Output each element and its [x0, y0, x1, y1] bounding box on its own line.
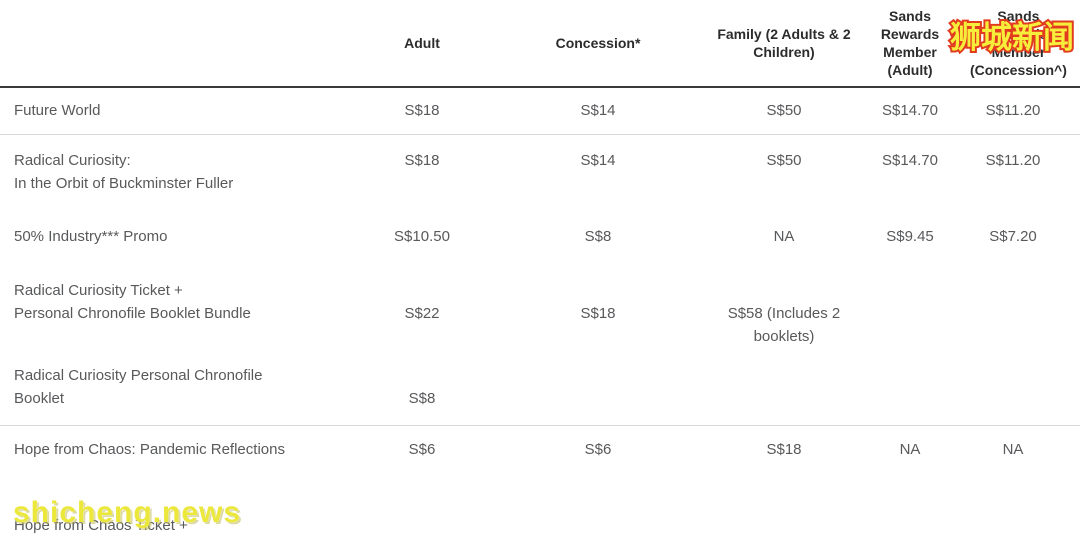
- price-concession: S$14: [580, 152, 616, 169]
- table-group-radical-curiosity: Radical Curiosity: In the Orbit of Buckm…: [0, 149, 1080, 426]
- price-member-adult: S$14.70: [882, 102, 938, 119]
- price-family: [704, 364, 864, 410]
- price-adult: S$10: [352, 514, 492, 539]
- price-member-concession: NA: [1002, 441, 1024, 458]
- price-family: S$18: [766, 441, 802, 458]
- price-member-adult: S$9.45: [886, 228, 934, 245]
- row-label: 50% Industry*** Promo: [14, 228, 168, 245]
- price-family: S$50: [766, 102, 802, 119]
- price-member-concession: S$11.20: [985, 152, 1041, 169]
- price-family: S$58 (Includes 2 booklets): [727, 305, 841, 345]
- row-label: Radical Curiosity Ticket + Personal Chro…: [14, 282, 251, 322]
- price-concession: S$8: [584, 228, 612, 245]
- row-label: Radical Curiosity: In the Orbit of Buckm…: [14, 152, 234, 192]
- price-concession: [492, 364, 704, 410]
- price-adult: S$6: [408, 441, 436, 458]
- table-row: Radical Curiosity Personal Chronofile Bo…: [0, 364, 1080, 410]
- table-row: Hope from Chaos Ticket + ArtScience at H…: [0, 514, 1080, 539]
- table-group-hope-from-chaos: Hope from Chaos: Pandemic Reflections S$…: [0, 438, 1080, 539]
- price-concession: S$6: [584, 441, 612, 458]
- price-member-adult: [864, 279, 970, 348]
- price-concession: S$18: [580, 305, 616, 322]
- price-concession: S$14: [580, 102, 616, 119]
- price-member-concession: [970, 279, 1080, 348]
- price-member-concession: [970, 514, 1080, 539]
- price-member-concession: S$11.20: [985, 102, 1041, 119]
- price-concession: S$10: [492, 514, 704, 539]
- header-family: Family (2 Adults & 2 Children): [717, 26, 851, 60]
- price-member-adult: [864, 364, 970, 410]
- price-family: S$50: [766, 152, 802, 169]
- price-adult: S$8: [408, 390, 436, 407]
- header-sands-rewards-member-adult: Sands Rewards Member (Adult): [880, 8, 940, 78]
- row-label: Future World: [14, 102, 101, 119]
- price-adult: S$10.50: [394, 228, 450, 245]
- row-label: Radical Curiosity Personal Chronofile Bo…: [14, 367, 263, 407]
- price-member-concession: [970, 364, 1080, 410]
- row-label: Hope from Chaos Ticket + ArtScience at H…: [14, 517, 188, 534]
- table-group-future-world: Future World S$18 S$14 S$50 S$14.70 S$11…: [0, 88, 1080, 135]
- table-row: Radical Curiosity: In the Orbit of Buckm…: [0, 149, 1080, 195]
- price-member-adult: [864, 514, 970, 539]
- header-sands-rewards-member-concession: Sands Rewards Member (Concession^): [970, 8, 1067, 78]
- table-row: Radical Curiosity Ticket + Personal Chro…: [0, 279, 1080, 348]
- table-row: Future World S$18 S$14 S$50 S$14.70 S$11…: [0, 88, 1080, 134]
- price-adult: S$22: [404, 305, 440, 322]
- row-label: Hope from Chaos: Pandemic Reflections: [14, 441, 285, 458]
- table-row: Hope from Chaos: Pandemic Reflections S$…: [0, 438, 1080, 461]
- table-header-row: Adult Concession* Family (2 Adults & 2 C…: [0, 0, 1080, 88]
- price-adult: S$18: [404, 152, 440, 169]
- header-concession: Concession*: [555, 35, 641, 51]
- price-adult: S$18: [404, 102, 440, 119]
- price-family: S$26 (Includes 2 booklets): [704, 514, 864, 539]
- price-member-concession: S$7.20: [989, 228, 1037, 245]
- price-member-adult: S$14.70: [882, 152, 938, 169]
- table-row: 50% Industry*** Promo S$10.50 S$8 NA S$9…: [0, 225, 1080, 248]
- price-member-adult: NA: [899, 441, 921, 458]
- price-family: NA: [773, 228, 795, 245]
- header-adult: Adult: [404, 35, 440, 51]
